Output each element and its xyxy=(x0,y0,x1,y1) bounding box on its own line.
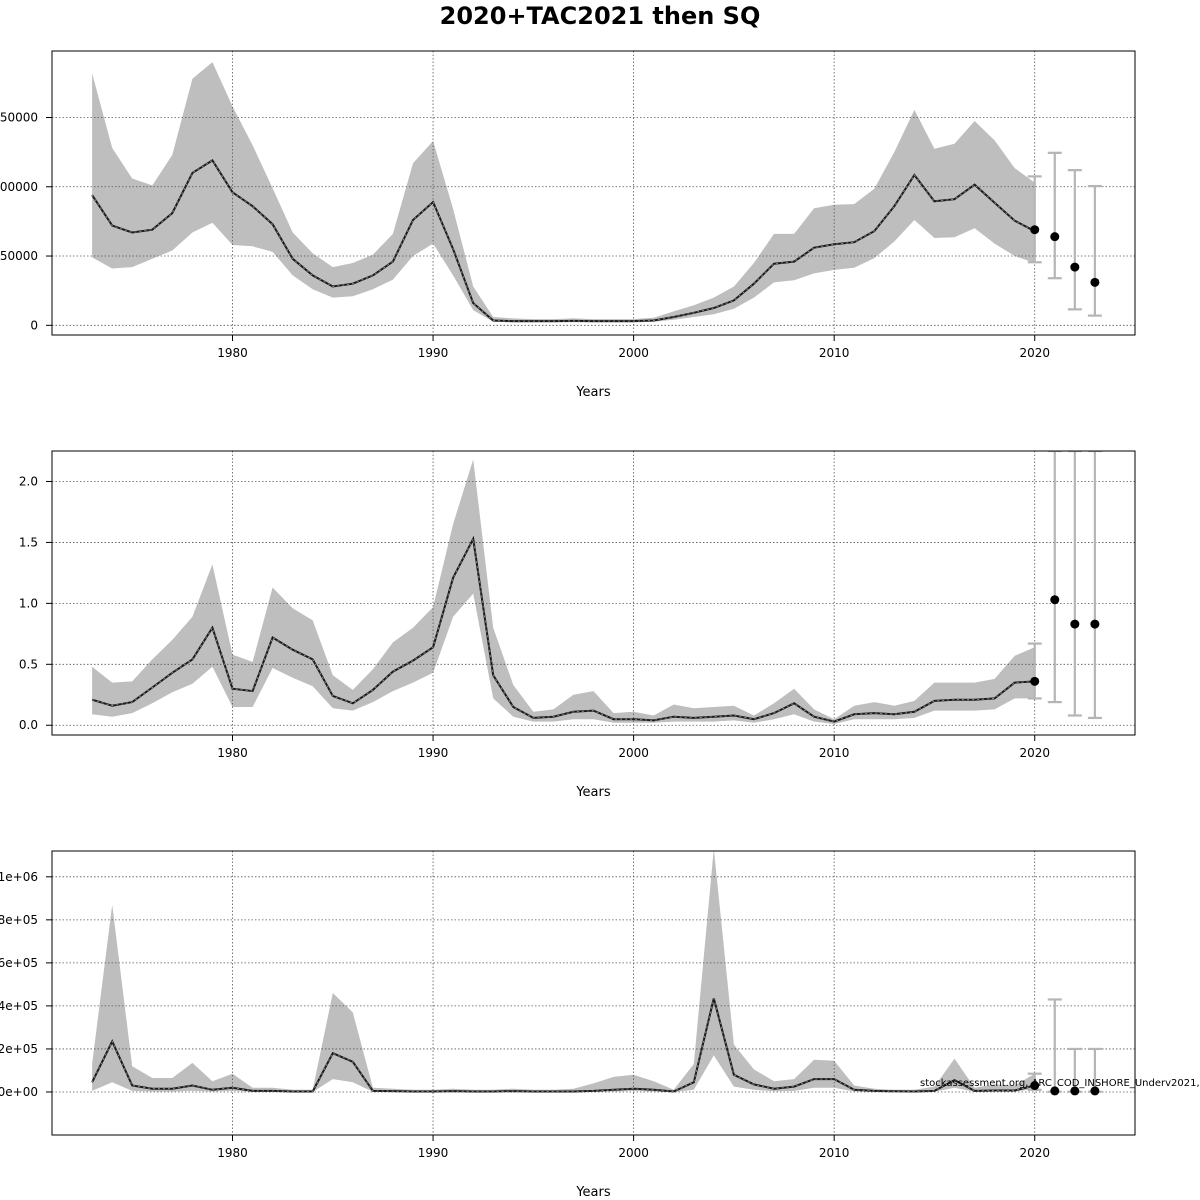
projection-point xyxy=(1030,676,1040,686)
y-tick-label: 0.5 xyxy=(19,657,38,671)
x-tick-label: 1980 xyxy=(217,1146,248,1160)
x-axis-title: Years xyxy=(575,1185,611,1200)
y-tick-label: 0.0 xyxy=(19,718,38,732)
plot-frame xyxy=(51,850,1136,1136)
x-tick-label: 2010 xyxy=(819,1146,850,1160)
x-tick-label: 2020 xyxy=(1019,346,1050,360)
confidence-band xyxy=(92,851,1035,1092)
y-tick-label: 6e+05 xyxy=(0,956,38,970)
x-tick-label: 2010 xyxy=(819,746,850,760)
plot-area xyxy=(52,851,1135,1135)
y-tick-label: 8e+05 xyxy=(0,913,38,927)
x-tick-label: 1990 xyxy=(418,346,449,360)
x-tick-label: 2000 xyxy=(618,746,649,760)
y-tick-label: 1.0 xyxy=(19,596,38,610)
projection-point xyxy=(1050,595,1060,605)
x-axis-title: Years xyxy=(575,385,611,400)
y-tick-label: 4e+05 xyxy=(0,999,38,1013)
y-tick-label: 100000 xyxy=(0,180,38,194)
plot-frame xyxy=(51,450,1136,736)
y-tick-label: 0e+00 xyxy=(0,1085,38,1099)
y-tick-label: 1e+06 xyxy=(0,870,38,884)
estimate-line-dots xyxy=(91,159,1035,322)
plot-area xyxy=(52,51,1135,335)
panel-2: 1980 1990 2000 2010 2020 0.0 0.5 1.0 1.5 2.0 Years xyxy=(19,450,1136,800)
projection-point xyxy=(1090,619,1100,629)
x-tick-label: 2020 xyxy=(1019,746,1050,760)
projection-point xyxy=(1050,232,1060,242)
projection-point xyxy=(1030,1081,1040,1091)
x-tick-label: 2010 xyxy=(819,346,850,360)
x-tick-label: 2000 xyxy=(618,1146,649,1160)
credit-text: stockassessment.org, ARC_COD_INSHORE_Und… xyxy=(920,1078,1200,1089)
projection-point xyxy=(1090,1086,1100,1096)
y-tick-label: 0 xyxy=(30,318,38,332)
y-tick-label: 1.5 xyxy=(19,535,38,549)
projection-point xyxy=(1050,1086,1060,1096)
projection-point xyxy=(1030,225,1040,235)
x-tick-label: 2000 xyxy=(618,346,649,360)
x-tick-label: 1990 xyxy=(418,1146,449,1160)
x-tick-label: 1990 xyxy=(418,746,449,760)
chart-title: 2020+TAC2021 then SQ xyxy=(439,2,761,30)
projection-point xyxy=(1090,277,1100,287)
x-tick-label: 1980 xyxy=(217,746,248,760)
y-tick-label: 2.0 xyxy=(19,474,38,488)
projection-point xyxy=(1070,1086,1080,1096)
confidence-band xyxy=(92,459,1035,724)
panel-1: 1980 1990 2000 2010 2020 0 50000 100000 150000 Ye… xyxy=(0,50,1136,400)
x-tick-label: 2020 xyxy=(1019,1146,1050,1160)
x-tick-label: 1980 xyxy=(217,346,248,360)
estimate-line-dots xyxy=(91,998,1035,1092)
x-axis-title: Years xyxy=(575,785,611,800)
y-tick-label: 2e+05 xyxy=(0,1042,38,1056)
plot-frame xyxy=(51,50,1136,336)
panel-3: 1980 1990 2000 2010 2020 0e+00 2e+05 4e+05 6e+05… xyxy=(0,850,1136,1200)
plot-area xyxy=(52,451,1135,735)
y-tick-label: 150000 xyxy=(0,110,38,124)
estimate-line-dots xyxy=(91,537,1035,723)
projection-point xyxy=(1070,262,1080,272)
y-tick-label: 50000 xyxy=(0,249,38,263)
projection-point xyxy=(1070,619,1080,629)
